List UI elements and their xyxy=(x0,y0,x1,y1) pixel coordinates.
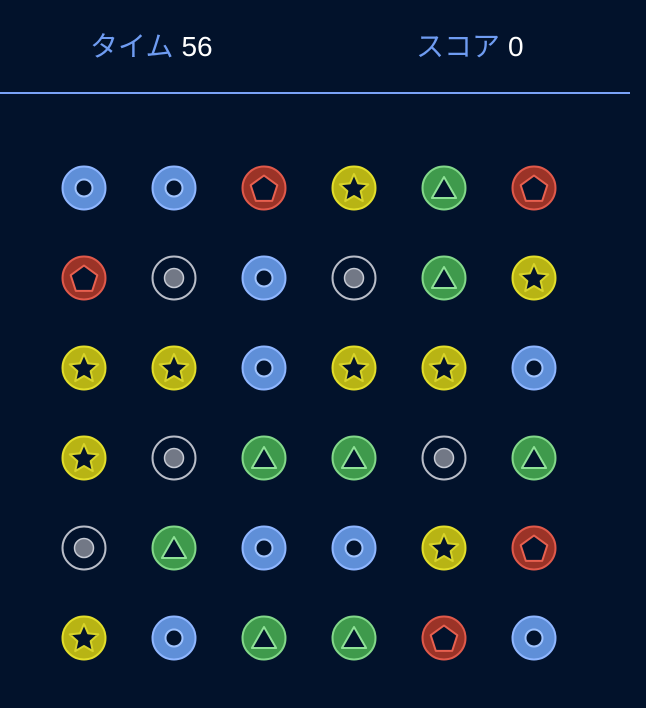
triangle-icon xyxy=(340,446,368,469)
score-display: スコア 0 xyxy=(416,30,524,64)
tile-ring-r6-c2[interactable] xyxy=(151,615,197,661)
star-icon xyxy=(428,353,460,383)
tile-star-r3-c5[interactable] xyxy=(421,345,467,391)
tile-star-r5-c5[interactable] xyxy=(421,525,467,571)
tile-dot-r2-c4[interactable] xyxy=(331,255,377,301)
ring-icon xyxy=(524,358,544,378)
tile-dot-r4-c5[interactable] xyxy=(421,435,467,481)
triangle-icon xyxy=(340,626,368,649)
tile-star-r4-c1[interactable] xyxy=(61,435,107,481)
tile-pentagon-r1-c3[interactable] xyxy=(241,165,287,211)
tile-star-r3-c4[interactable] xyxy=(331,345,377,391)
hud-bar: タイム 56 スコア 0 xyxy=(0,0,630,94)
tile-ring-r2-c3[interactable] xyxy=(241,255,287,301)
ring-icon xyxy=(74,178,94,198)
time-value: 56 xyxy=(181,31,213,62)
star-icon xyxy=(428,533,460,563)
triangle-icon xyxy=(430,266,458,289)
pentagon-icon xyxy=(69,264,99,292)
tile-ring-r5-c3[interactable] xyxy=(241,525,287,571)
triangle-icon xyxy=(160,536,188,559)
tile-dot-r2-c2[interactable] xyxy=(151,255,197,301)
dot-icon xyxy=(73,537,95,559)
star-icon xyxy=(68,353,100,383)
time-label: タイム xyxy=(90,31,174,62)
star-icon xyxy=(338,353,370,383)
tile-triangle-r2-c5[interactable] xyxy=(421,255,467,301)
triangle-icon xyxy=(520,446,548,469)
ring-icon xyxy=(164,628,184,648)
dot-icon xyxy=(433,447,455,469)
star-icon xyxy=(158,353,190,383)
ring-icon xyxy=(524,628,544,648)
ring-icon xyxy=(254,268,274,288)
tile-pentagon-r6-c5[interactable] xyxy=(421,615,467,661)
dot-icon xyxy=(163,447,185,469)
triangle-icon xyxy=(430,176,458,199)
star-icon xyxy=(68,623,100,653)
tile-pentagon-r1-c6[interactable] xyxy=(511,165,557,211)
score-value: 0 xyxy=(508,31,524,62)
tile-triangle-r4-c6[interactable] xyxy=(511,435,557,481)
pentagon-icon xyxy=(249,174,279,202)
tile-star-r2-c6[interactable] xyxy=(511,255,557,301)
tile-dot-r5-c1[interactable] xyxy=(61,525,107,571)
tile-dot-r4-c2[interactable] xyxy=(151,435,197,481)
tile-triangle-r6-c4[interactable] xyxy=(331,615,377,661)
tile-ring-r3-c6[interactable] xyxy=(511,345,557,391)
tile-triangle-r4-c3[interactable] xyxy=(241,435,287,481)
tile-pentagon-r5-c6[interactable] xyxy=(511,525,557,571)
tile-triangle-r1-c5[interactable] xyxy=(421,165,467,211)
tile-star-r3-c2[interactable] xyxy=(151,345,197,391)
pentagon-icon xyxy=(429,624,459,652)
triangle-icon xyxy=(250,626,278,649)
tile-ring-r6-c6[interactable] xyxy=(511,615,557,661)
triangle-icon xyxy=(250,446,278,469)
ring-icon xyxy=(254,538,274,558)
tile-ring-r3-c3[interactable] xyxy=(241,345,287,391)
pentagon-icon xyxy=(519,534,549,562)
tile-triangle-r4-c4[interactable] xyxy=(331,435,377,481)
dot-icon xyxy=(163,267,185,289)
pentagon-icon xyxy=(519,174,549,202)
tile-ring-r5-c4[interactable] xyxy=(331,525,377,571)
star-icon xyxy=(518,263,550,293)
ring-icon xyxy=(254,358,274,378)
tile-triangle-r5-c2[interactable] xyxy=(151,525,197,571)
tile-ring-r1-c2[interactable] xyxy=(151,165,197,211)
tile-star-r1-c4[interactable] xyxy=(331,165,377,211)
star-icon xyxy=(68,443,100,473)
star-icon xyxy=(338,173,370,203)
tile-star-r6-c1[interactable] xyxy=(61,615,107,661)
ring-icon xyxy=(164,178,184,198)
tile-ring-r1-c1[interactable] xyxy=(61,165,107,211)
ring-icon xyxy=(344,538,364,558)
tile-star-r3-c1[interactable] xyxy=(61,345,107,391)
tile-triangle-r6-c3[interactable] xyxy=(241,615,287,661)
score-label: スコア xyxy=(416,31,501,62)
dot-icon xyxy=(343,267,365,289)
time-display: タイム 56 xyxy=(90,30,213,64)
tile-pentagon-r2-c1[interactable] xyxy=(61,255,107,301)
